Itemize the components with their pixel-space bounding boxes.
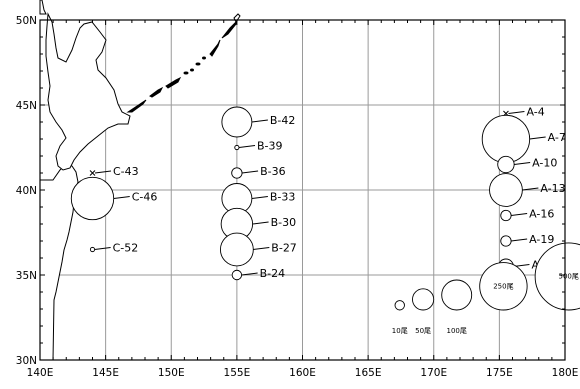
- catch-circle: [500, 235, 512, 247]
- station-label: A-10: [532, 157, 557, 170]
- graticule: [39, 19, 566, 361]
- lat-tick-label: 30N: [16, 355, 37, 367]
- lon-tick-label: 165E: [355, 367, 382, 379]
- lon-tick-label: 160E: [289, 367, 316, 379]
- label-leader: [251, 119, 268, 123]
- legend-label: 250尾: [493, 282, 513, 290]
- axis-ticks: 140E 145E 150E 155E 160E 165E 170E 175E 180E 30N 3…: [16, 15, 579, 379]
- station-b-30: B-30: [220, 207, 297, 241]
- zero-catch-marker: [89, 170, 96, 176]
- label-leader: [511, 213, 528, 216]
- station-label: A-4: [526, 106, 544, 119]
- label-leader: [113, 196, 130, 199]
- station-a-19: A-19: [500, 233, 554, 247]
- label-leader: [252, 221, 269, 225]
- size-legend: 10尾 50尾 100尾 250尾 500尾: [392, 242, 580, 335]
- hokkaido-coast: [45, 12, 131, 171]
- catch-circle: [231, 167, 243, 179]
- lat-tick-label: 45N: [16, 100, 37, 112]
- legend-label: 500尾: [558, 272, 578, 280]
- legend-label: 10尾: [392, 327, 408, 335]
- station-label: B-39: [257, 140, 283, 153]
- catch-circle: [234, 144, 240, 151]
- lat-tick-label: 50N: [16, 15, 37, 27]
- station-label: B-33: [270, 191, 296, 204]
- station-b-39: B-39: [234, 140, 283, 153]
- station-label: B-30: [271, 216, 297, 229]
- lon-tick-label: 170E: [420, 367, 447, 379]
- label-leader: [522, 187, 539, 191]
- station-label: C-46: [132, 191, 158, 204]
- label-leader: [514, 162, 531, 165]
- station-label: C-43: [113, 165, 139, 178]
- label-leader: [508, 111, 525, 114]
- station-label: A-7: [548, 131, 566, 144]
- sakhalin-coast: [39, 0, 47, 15]
- catch-circle: [89, 246, 96, 253]
- station-label: B-36: [260, 165, 286, 178]
- label-leader: [511, 238, 528, 242]
- label-leader: [253, 247, 270, 250]
- label-leader: [238, 145, 256, 148]
- label-leader: [242, 170, 259, 174]
- catch-circle: [70, 176, 115, 221]
- catch-circle: [500, 209, 512, 222]
- station-b-36: B-36: [231, 165, 286, 179]
- legend-label: 100尾: [447, 327, 467, 335]
- catch-circle: [497, 155, 515, 174]
- lon-tick-label: 155E: [224, 367, 251, 379]
- catch-circle: [219, 232, 254, 267]
- station-c-46: C-46: [70, 176, 158, 221]
- lon-tick-label: 145E: [92, 367, 119, 379]
- station-a-10: A-10: [497, 155, 557, 174]
- station-b-24: B-24: [231, 267, 286, 281]
- station-label: B-42: [270, 114, 296, 127]
- station-label: B-27: [271, 242, 297, 255]
- station-a-16: A-16: [500, 208, 554, 222]
- station-label: A-19: [529, 233, 554, 246]
- legend-circle: [441, 279, 473, 311]
- station-c-52: C-52: [89, 242, 139, 255]
- legend-circle: [412, 288, 435, 311]
- label-leader: [94, 170, 112, 174]
- station-a-7: A-7: [481, 114, 566, 164]
- catch-circle: [489, 173, 523, 207]
- catch-circle: [231, 269, 243, 281]
- lon-tick-label: 140E: [27, 367, 54, 379]
- station-b-27: B-27: [219, 232, 297, 267]
- lat-tick-label: 40N: [16, 185, 37, 197]
- station-c-43: C-43: [89, 165, 139, 178]
- stations-layer: A-4A-7A-10A-13A-16A-19A-22B-42B-39B-36B-…: [70, 106, 566, 281]
- lon-tick-label: 175E: [486, 367, 513, 379]
- honshu-coast: [39, 163, 79, 361]
- lon-tick-label: 150E: [158, 367, 185, 379]
- legend-circle: [394, 300, 405, 311]
- station-label: B-24: [260, 267, 286, 280]
- legend-circle: [479, 262, 528, 311]
- station-label: C-52: [113, 242, 139, 255]
- label-leader: [94, 247, 111, 250]
- label-leader: [529, 136, 546, 140]
- label-leader: [251, 196, 268, 199]
- kuril-islands: [126, 13, 241, 113]
- station-label: A-13: [540, 182, 565, 195]
- station-label: A-16: [529, 208, 554, 221]
- legend-label: 50尾: [415, 327, 431, 335]
- station-a-13: A-13: [489, 173, 566, 207]
- catch-circle: [481, 114, 531, 164]
- coastline-japan-kurils: [39, 0, 241, 361]
- lat-tick-label: 35N: [16, 270, 37, 282]
- legend-circle: [534, 242, 580, 311]
- catch-circle: [221, 106, 253, 138]
- lon-tick-label: 180E: [552, 367, 579, 379]
- station-b-42: B-42: [221, 106, 296, 138]
- label-leader: [241, 272, 258, 276]
